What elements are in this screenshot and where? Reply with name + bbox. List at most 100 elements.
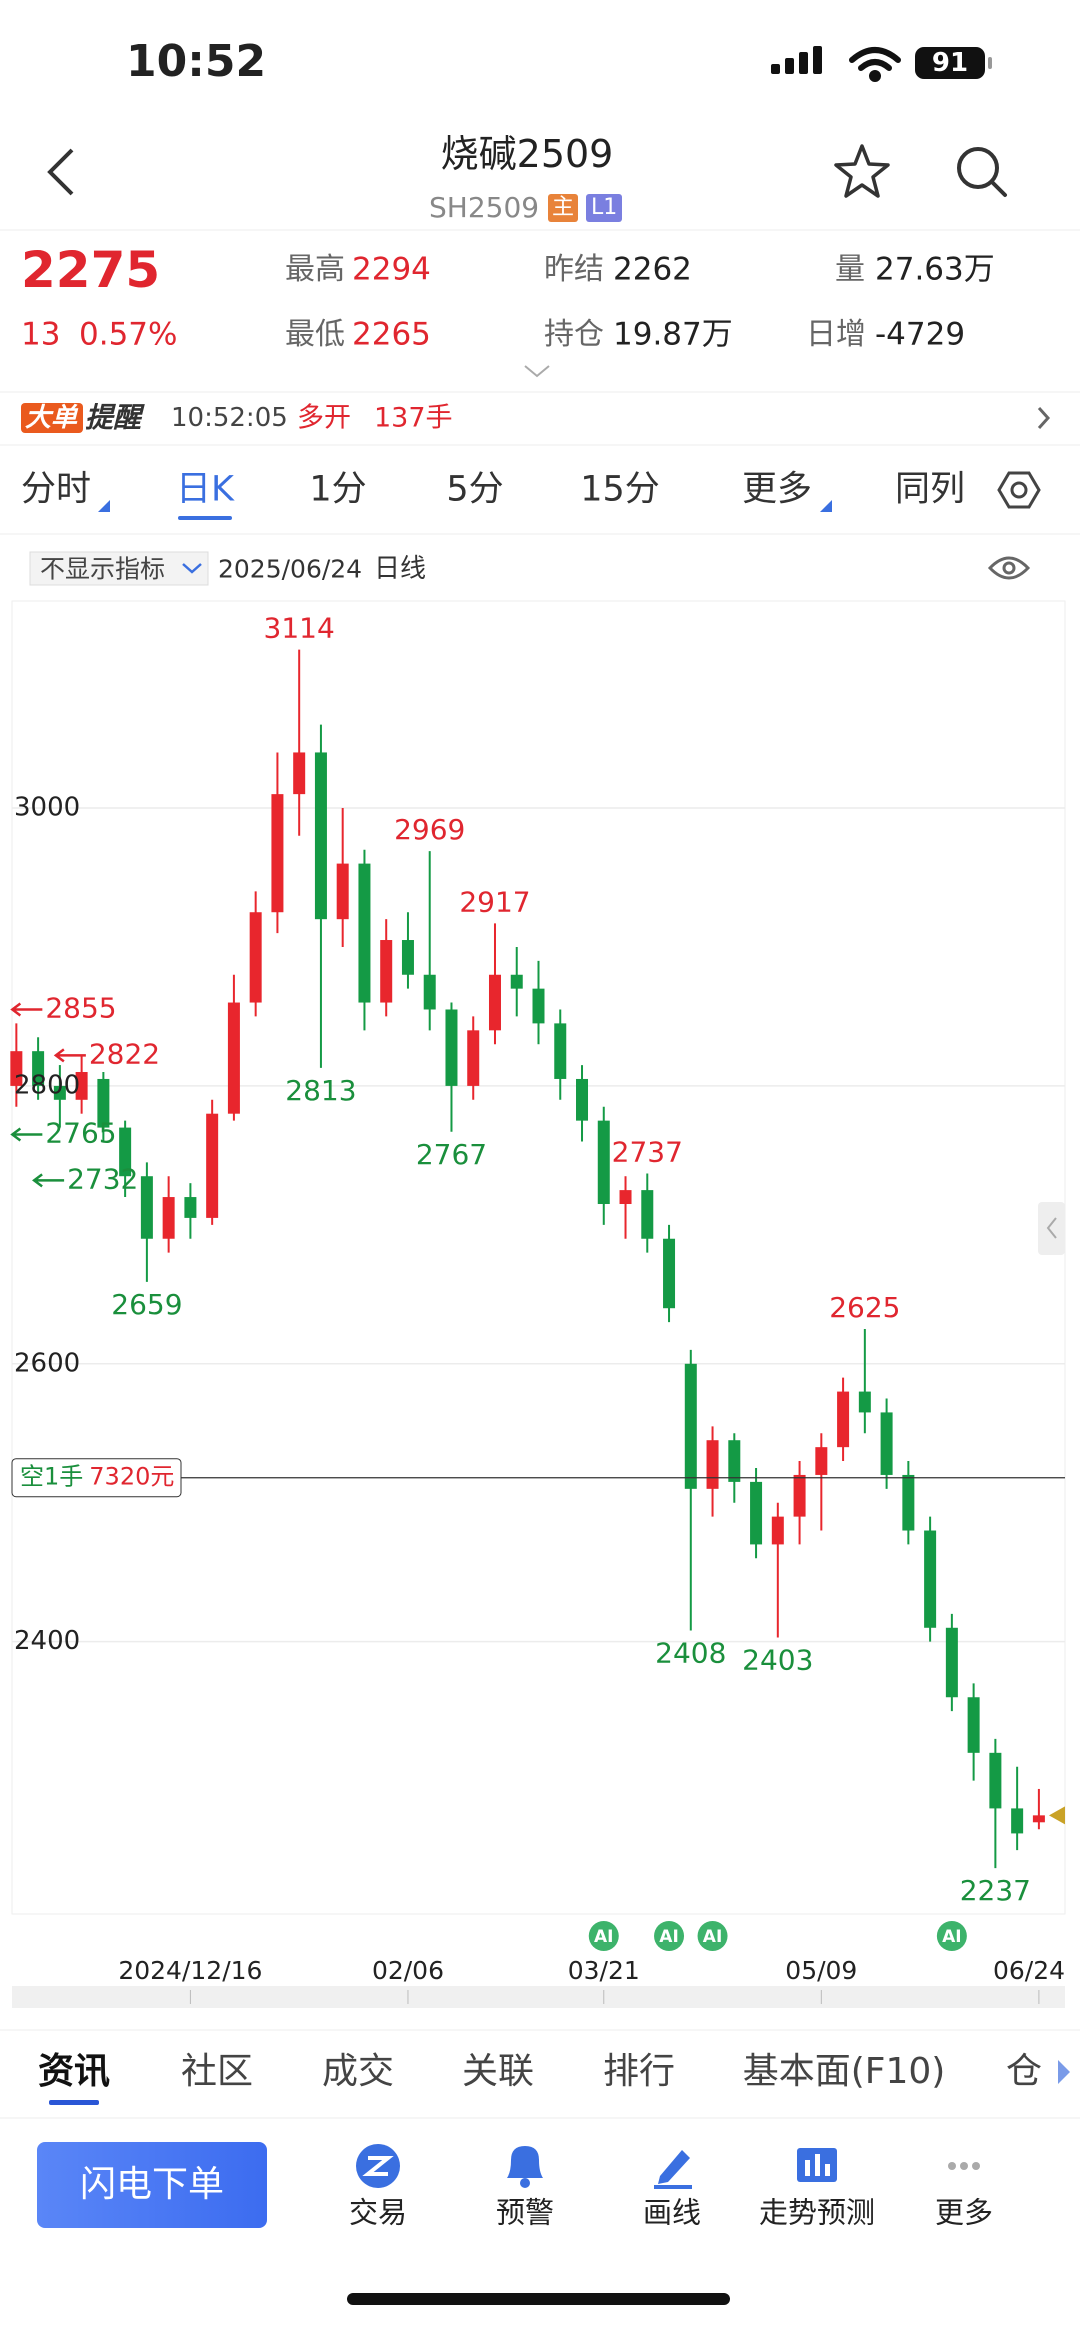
- draw-icon: [654, 2150, 692, 2189]
- y-tick-label: 3000: [14, 793, 80, 823]
- back-button[interactable]: [47, 148, 74, 196]
- alert-action: 多开: [297, 402, 351, 434]
- period-tab[interactable]: 1分: [309, 469, 367, 510]
- title: 烧碱2509: [440, 132, 614, 176]
- candle-body: [663, 1238, 676, 1309]
- period-tab[interactable]: 更多: [741, 469, 813, 510]
- info-tab[interactable]: 资讯: [37, 2051, 111, 2092]
- stat-label: 日增: [806, 317, 866, 352]
- candle-body: [53, 1085, 66, 1100]
- badge: 主: [548, 194, 579, 222]
- y-tick-label: 2800: [14, 1070, 80, 1100]
- footer-item[interactable]: 预警: [495, 2195, 555, 2230]
- indicator-date: 2025/06/24: [218, 554, 363, 584]
- annotation: 2855: [45, 991, 116, 1024]
- candle-body: [358, 863, 371, 1003]
- alert-badge: 大单: [25, 403, 78, 433]
- tab-underline: [178, 516, 232, 520]
- select-arrow: [182, 563, 202, 574]
- ai-marker-label: AI: [659, 1927, 678, 1947]
- info-tab[interactable]: 仓: [1005, 2051, 1043, 2092]
- info-tab[interactable]: 社区: [180, 2051, 254, 2092]
- candle-body: [771, 1516, 784, 1545]
- info-tab[interactable]: 基本面(F10): [742, 2051, 946, 2092]
- alert-time: 10:52:05: [171, 403, 288, 433]
- search-button[interactable]: [957, 147, 1007, 197]
- annotation: 2659: [111, 1288, 182, 1321]
- time-scrollbar[interactable]: [12, 1986, 1065, 2008]
- period-tab[interactable]: 5分: [446, 469, 504, 510]
- candle-body: [445, 1009, 458, 1086]
- battery-nub: [988, 57, 992, 69]
- ai-marker: [588, 1921, 619, 1951]
- more-icon: [948, 2162, 980, 2170]
- expand-button[interactable]: [524, 365, 550, 378]
- alert-volume: 137手: [374, 402, 453, 434]
- stat-label: 最低: [285, 317, 345, 352]
- side-handle-arrow: [1046, 1217, 1057, 1239]
- alert-badge-bg: [21, 403, 83, 433]
- candle-body: [815, 1447, 828, 1475]
- stat-label: 持仓: [544, 317, 604, 352]
- x-tick-label: 2024/12/16: [118, 1956, 262, 1985]
- candle-body: [1011, 1808, 1024, 1834]
- candle-body: [554, 1023, 567, 1079]
- candle-body: [945, 1627, 958, 1698]
- period-tab[interactable]: 同列: [894, 469, 966, 510]
- alert-title: 提醒: [85, 401, 142, 434]
- annotation-arrow: [10, 1002, 43, 1017]
- footer-item[interactable]: 走势预测: [758, 2195, 876, 2230]
- footer-item[interactable]: 更多: [934, 2195, 994, 2230]
- stat-label: 昨结: [544, 252, 604, 287]
- indicator-select[interactable]: [29, 551, 209, 586]
- period-tab[interactable]: 分时: [20, 469, 92, 510]
- home-indicator: [347, 2293, 730, 2305]
- favorite-button[interactable]: [834, 144, 890, 198]
- annotation: 2625: [829, 1291, 900, 1324]
- indicator-period: 日线: [374, 554, 427, 584]
- order-amount: 7320元: [89, 1463, 174, 1491]
- stat-value: -4729: [875, 316, 966, 353]
- candle-body: [206, 1113, 219, 1218]
- indicator-label: 不显示指标: [40, 554, 166, 584]
- info-tab[interactable]: 关联: [461, 2051, 535, 2092]
- annotation: 2237: [960, 1874, 1031, 1907]
- candle-body: [162, 1197, 175, 1239]
- candle-body: [728, 1440, 741, 1482]
- alert-more[interactable]: [1037, 406, 1051, 430]
- candle-body: [510, 974, 523, 989]
- candle-body: [793, 1474, 806, 1517]
- annotation-arrow: [53, 1048, 86, 1063]
- annotation-arrow: [10, 1127, 43, 1142]
- candle-body: [75, 1072, 88, 1100]
- stat-value: 2265: [352, 316, 431, 353]
- visibility-button[interactable]: [987, 556, 1031, 580]
- y-tick-label: 2600: [14, 1348, 80, 1378]
- side-handle[interactable]: [1038, 1202, 1065, 1255]
- ai-marker: [654, 1921, 685, 1951]
- x-tick-label: 02/06: [372, 1956, 444, 1985]
- period-tab[interactable]: 日K: [176, 469, 234, 510]
- info-tab[interactable]: 成交: [321, 2051, 395, 2092]
- info-tab[interactable]: 排行: [602, 2051, 676, 2092]
- stat-label: 最高: [285, 252, 345, 287]
- annotation: 2813: [285, 1074, 356, 1107]
- footer-item[interactable]: 画线: [642, 2195, 702, 2230]
- candle-body: [858, 1391, 871, 1413]
- period-tab[interactable]: 15分: [580, 469, 660, 510]
- candle-body: [380, 940, 393, 1003]
- ai-marker: [936, 1921, 967, 1951]
- candle-body: [837, 1391, 850, 1448]
- x-tick-label: 05/09: [785, 1956, 857, 1985]
- order-button[interactable]: [37, 2142, 267, 2228]
- candle-body: [880, 1412, 893, 1475]
- order-label-box: [11, 1458, 182, 1498]
- candle-body: [314, 752, 327, 920]
- order-button-label[interactable]: 闪电下单: [79, 2164, 225, 2205]
- footer-item[interactable]: 交易: [348, 2195, 408, 2230]
- stat-value: 27.63万: [875, 251, 995, 288]
- ai-marker-label: AI: [942, 1927, 961, 1947]
- settings-button[interactable]: [997, 471, 1041, 509]
- annotation: 2969: [394, 813, 465, 846]
